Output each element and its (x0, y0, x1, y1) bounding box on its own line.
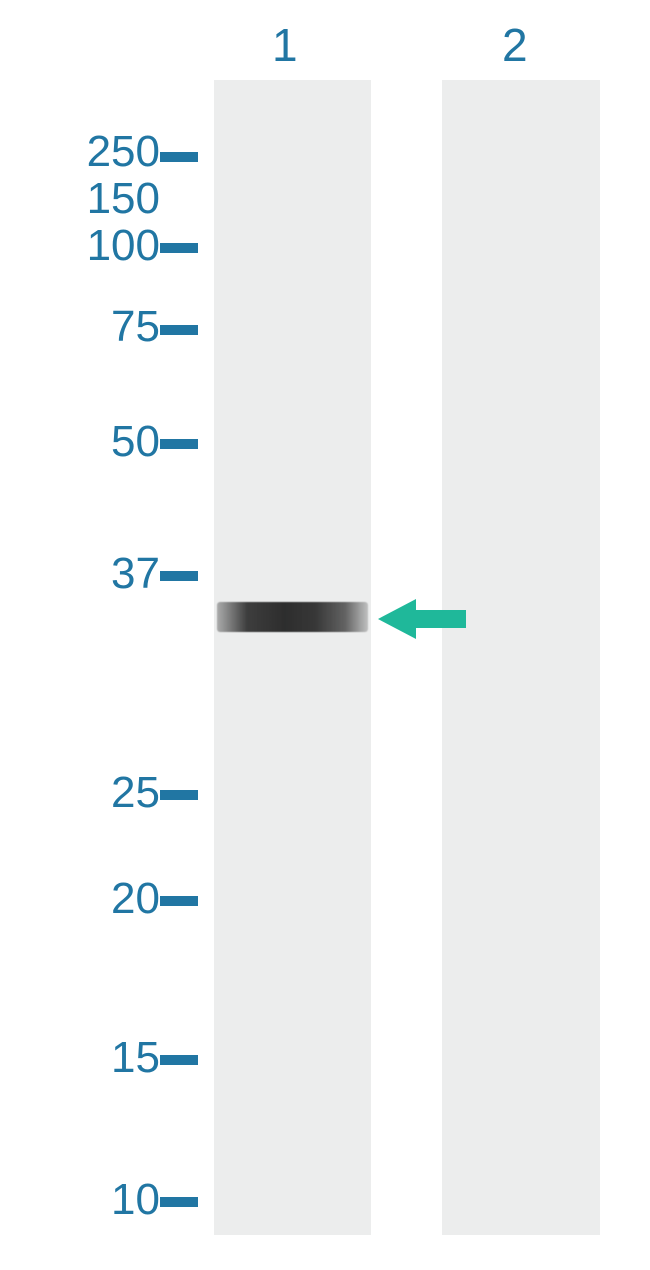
marker-10-tick (160, 1197, 198, 1207)
lane-2-strip (442, 80, 600, 1235)
marker-20-label: 20 (111, 874, 160, 924)
marker-25-tick (160, 790, 198, 800)
lane-1-header: 1 (272, 18, 298, 72)
lane-1-strip (214, 80, 371, 1235)
marker-75-label: 75 (111, 302, 160, 352)
marker-250-label: 250 (87, 127, 160, 177)
marker-10-label: 10 (111, 1175, 160, 1225)
lane-1-label: 1 (272, 19, 298, 71)
marker-250-tick (160, 152, 198, 162)
blot-figure: 1 2 250 150 100 75 50 37 25 20 15 10 (0, 0, 650, 1270)
marker-15-tick (160, 1055, 198, 1065)
marker-25-label: 25 (111, 768, 160, 818)
marker-100-label: 100 (87, 221, 160, 271)
lane-2-header: 2 (502, 18, 528, 72)
band-lane1 (217, 602, 368, 632)
marker-37-label: 37 (111, 549, 160, 599)
marker-100-tick (160, 243, 198, 253)
marker-20-tick (160, 896, 198, 906)
lane-2-label: 2 (502, 19, 528, 71)
band-arrow-icon (378, 596, 466, 642)
marker-150-label: 150 (87, 174, 160, 224)
marker-15-label: 15 (111, 1033, 160, 1083)
marker-75-tick (160, 325, 198, 335)
marker-50-label: 50 (111, 417, 160, 467)
marker-50-tick (160, 439, 198, 449)
marker-37-tick (160, 571, 198, 581)
